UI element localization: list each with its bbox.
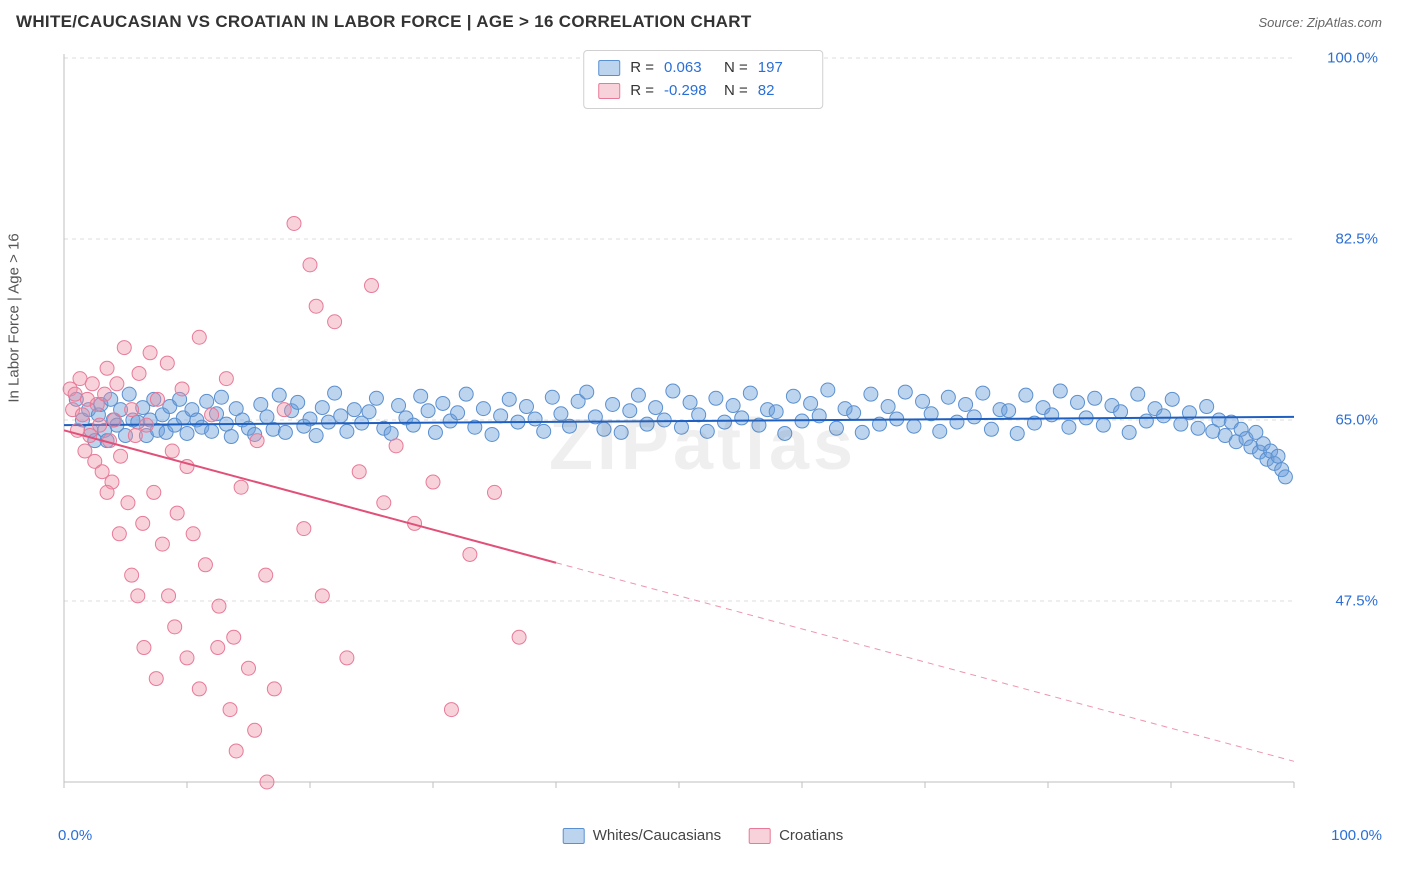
y-tick-label: 100.0%: [1327, 50, 1378, 67]
x-axis-max-label: 100.0%: [1331, 827, 1382, 844]
chart-area: In Labor Force | Age > 16 ZIPatlas R = 0…: [24, 50, 1382, 840]
stat-r-blue: 0.063: [664, 57, 714, 80]
swatch-blue: [563, 828, 585, 844]
y-tick-label: 47.5%: [1335, 593, 1378, 610]
stat-n-blue: 197: [758, 57, 808, 80]
stat-r-label: R =: [630, 80, 654, 103]
y-tick-label: 65.0%: [1335, 412, 1378, 429]
swatch-blue: [598, 60, 620, 76]
legend-label-pink: Croatians: [779, 827, 843, 844]
scatter-chart: [24, 50, 1354, 810]
swatch-pink: [749, 828, 771, 844]
x-axis-min-label: 0.0%: [58, 827, 92, 844]
legend-label-blue: Whites/Caucasians: [593, 827, 721, 844]
swatch-pink: [598, 83, 620, 99]
legend-item-blue: Whites/Caucasians: [563, 827, 721, 844]
y-tick-label: 82.5%: [1335, 231, 1378, 248]
stat-n-pink: 82: [758, 80, 808, 103]
stat-n-label: N =: [724, 80, 748, 103]
stats-row-pink: R = -0.298 N = 82: [598, 80, 808, 103]
y-axis-label: In Labor Force | Age > 16: [6, 233, 23, 402]
stats-legend-box: R = 0.063 N = 197 R = -0.298 N = 82: [583, 50, 823, 109]
stat-n-label: N =: [724, 57, 748, 80]
stat-r-label: R =: [630, 57, 654, 80]
stat-r-pink: -0.298: [664, 80, 714, 103]
stats-row-blue: R = 0.063 N = 197: [598, 57, 808, 80]
chart-title: WHITE/CAUCASIAN VS CROATIAN IN LABOR FOR…: [16, 12, 752, 32]
bottom-legend: Whites/Caucasians Croatians: [563, 827, 844, 844]
source-label: Source: ZipAtlas.com: [1258, 15, 1382, 30]
legend-item-pink: Croatians: [749, 827, 843, 844]
